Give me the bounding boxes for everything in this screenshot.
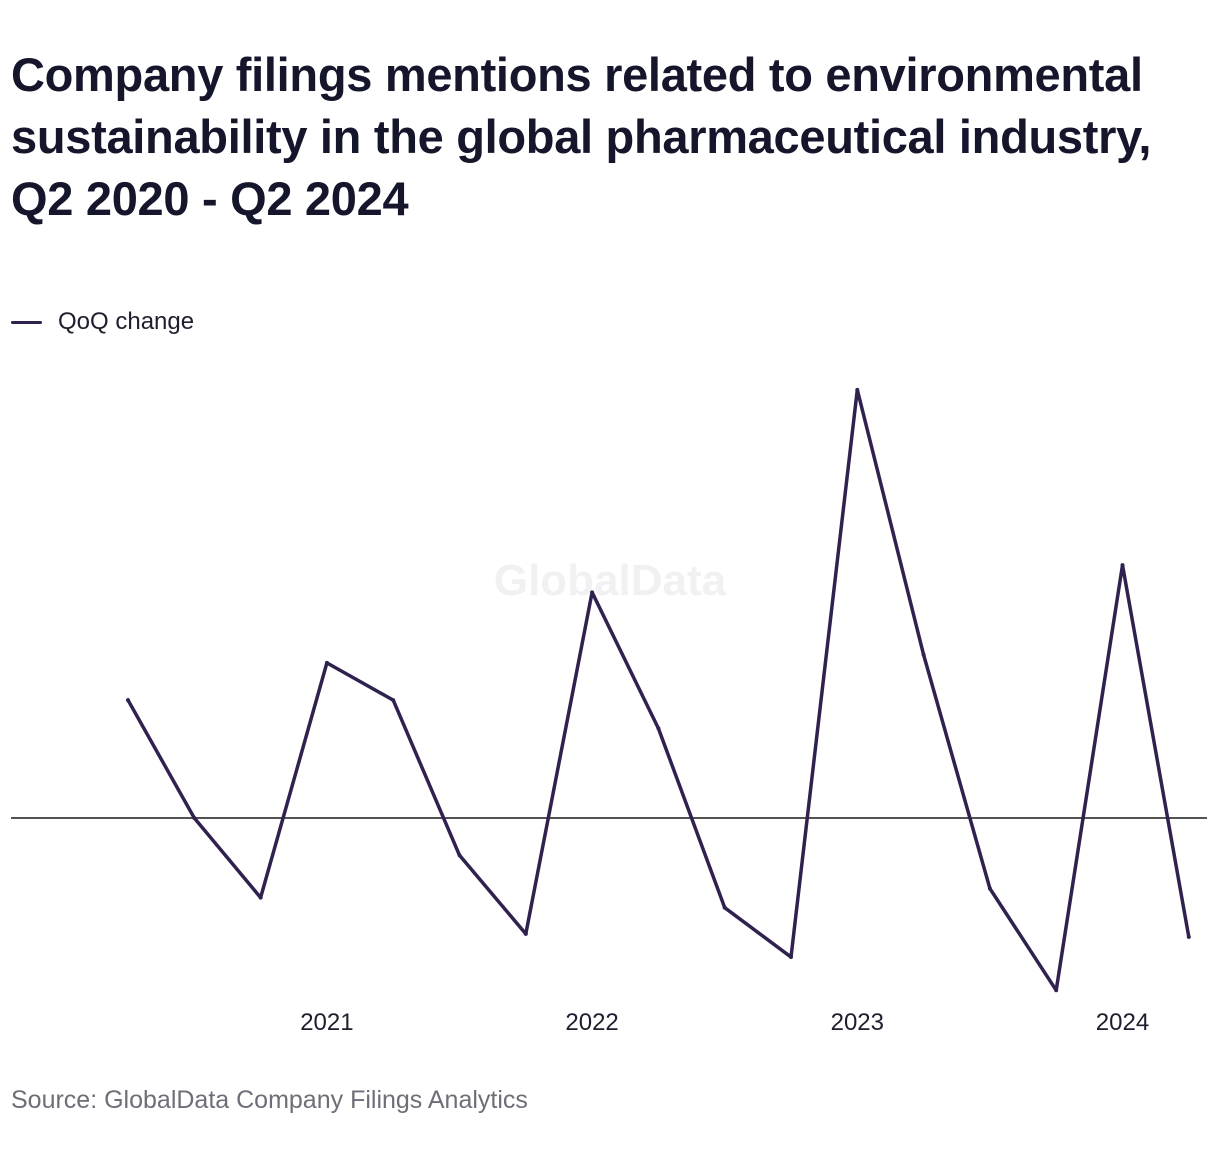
data-point-q1-2024: [1120, 563, 1125, 568]
legend-label: QoQ change: [58, 308, 195, 335]
data-point-q2-2022: [656, 726, 661, 731]
data-points: [126, 387, 1191, 993]
data-point-q2-2023: [921, 652, 926, 657]
data-point-q4-2023: [1054, 988, 1059, 993]
data-point-q3-2020: [192, 816, 197, 820]
x-tick-label-2024: 2024: [1096, 1009, 1149, 1036]
data-point-q3-2021: [457, 853, 462, 858]
x-tick-label-2023: 2023: [831, 1009, 884, 1036]
x-tick-label-2021: 2021: [300, 1009, 353, 1036]
x-tick-label-2022: 2022: [565, 1009, 618, 1036]
data-point-q1-2023: [855, 387, 860, 392]
legend-swatch: [11, 320, 42, 324]
data-point-q1-2021: [324, 660, 329, 665]
data-point-q4-2022: [789, 955, 793, 960]
source-note: Source: GlobalData Company Filings Analy…: [11, 1086, 528, 1114]
legend: QoQ change: [11, 306, 194, 338]
data-point-q2-2021: [391, 698, 396, 703]
data-point-q4-2020: [258, 895, 263, 900]
data-point-q1-2022: [590, 590, 595, 595]
data-point-q3-2022: [722, 905, 727, 910]
line-chart: GlobalData 2021 2022 2023 2024: [11, 387, 1207, 1036]
series-line-qoq-change: [126, 388, 1191, 993]
data-point-q4-2021: [523, 931, 528, 936]
data-point-q2-2020: [126, 698, 130, 703]
watermark: GlobalData: [494, 556, 727, 605]
data-point-q2-2024: [1186, 934, 1191, 939]
data-point-q3-2023: [987, 886, 992, 891]
x-axis-tick-labels: 2021 2022 2023 2024: [300, 1009, 1149, 1036]
chart-title: Company filings mentions related to envi…: [11, 48, 1152, 225]
